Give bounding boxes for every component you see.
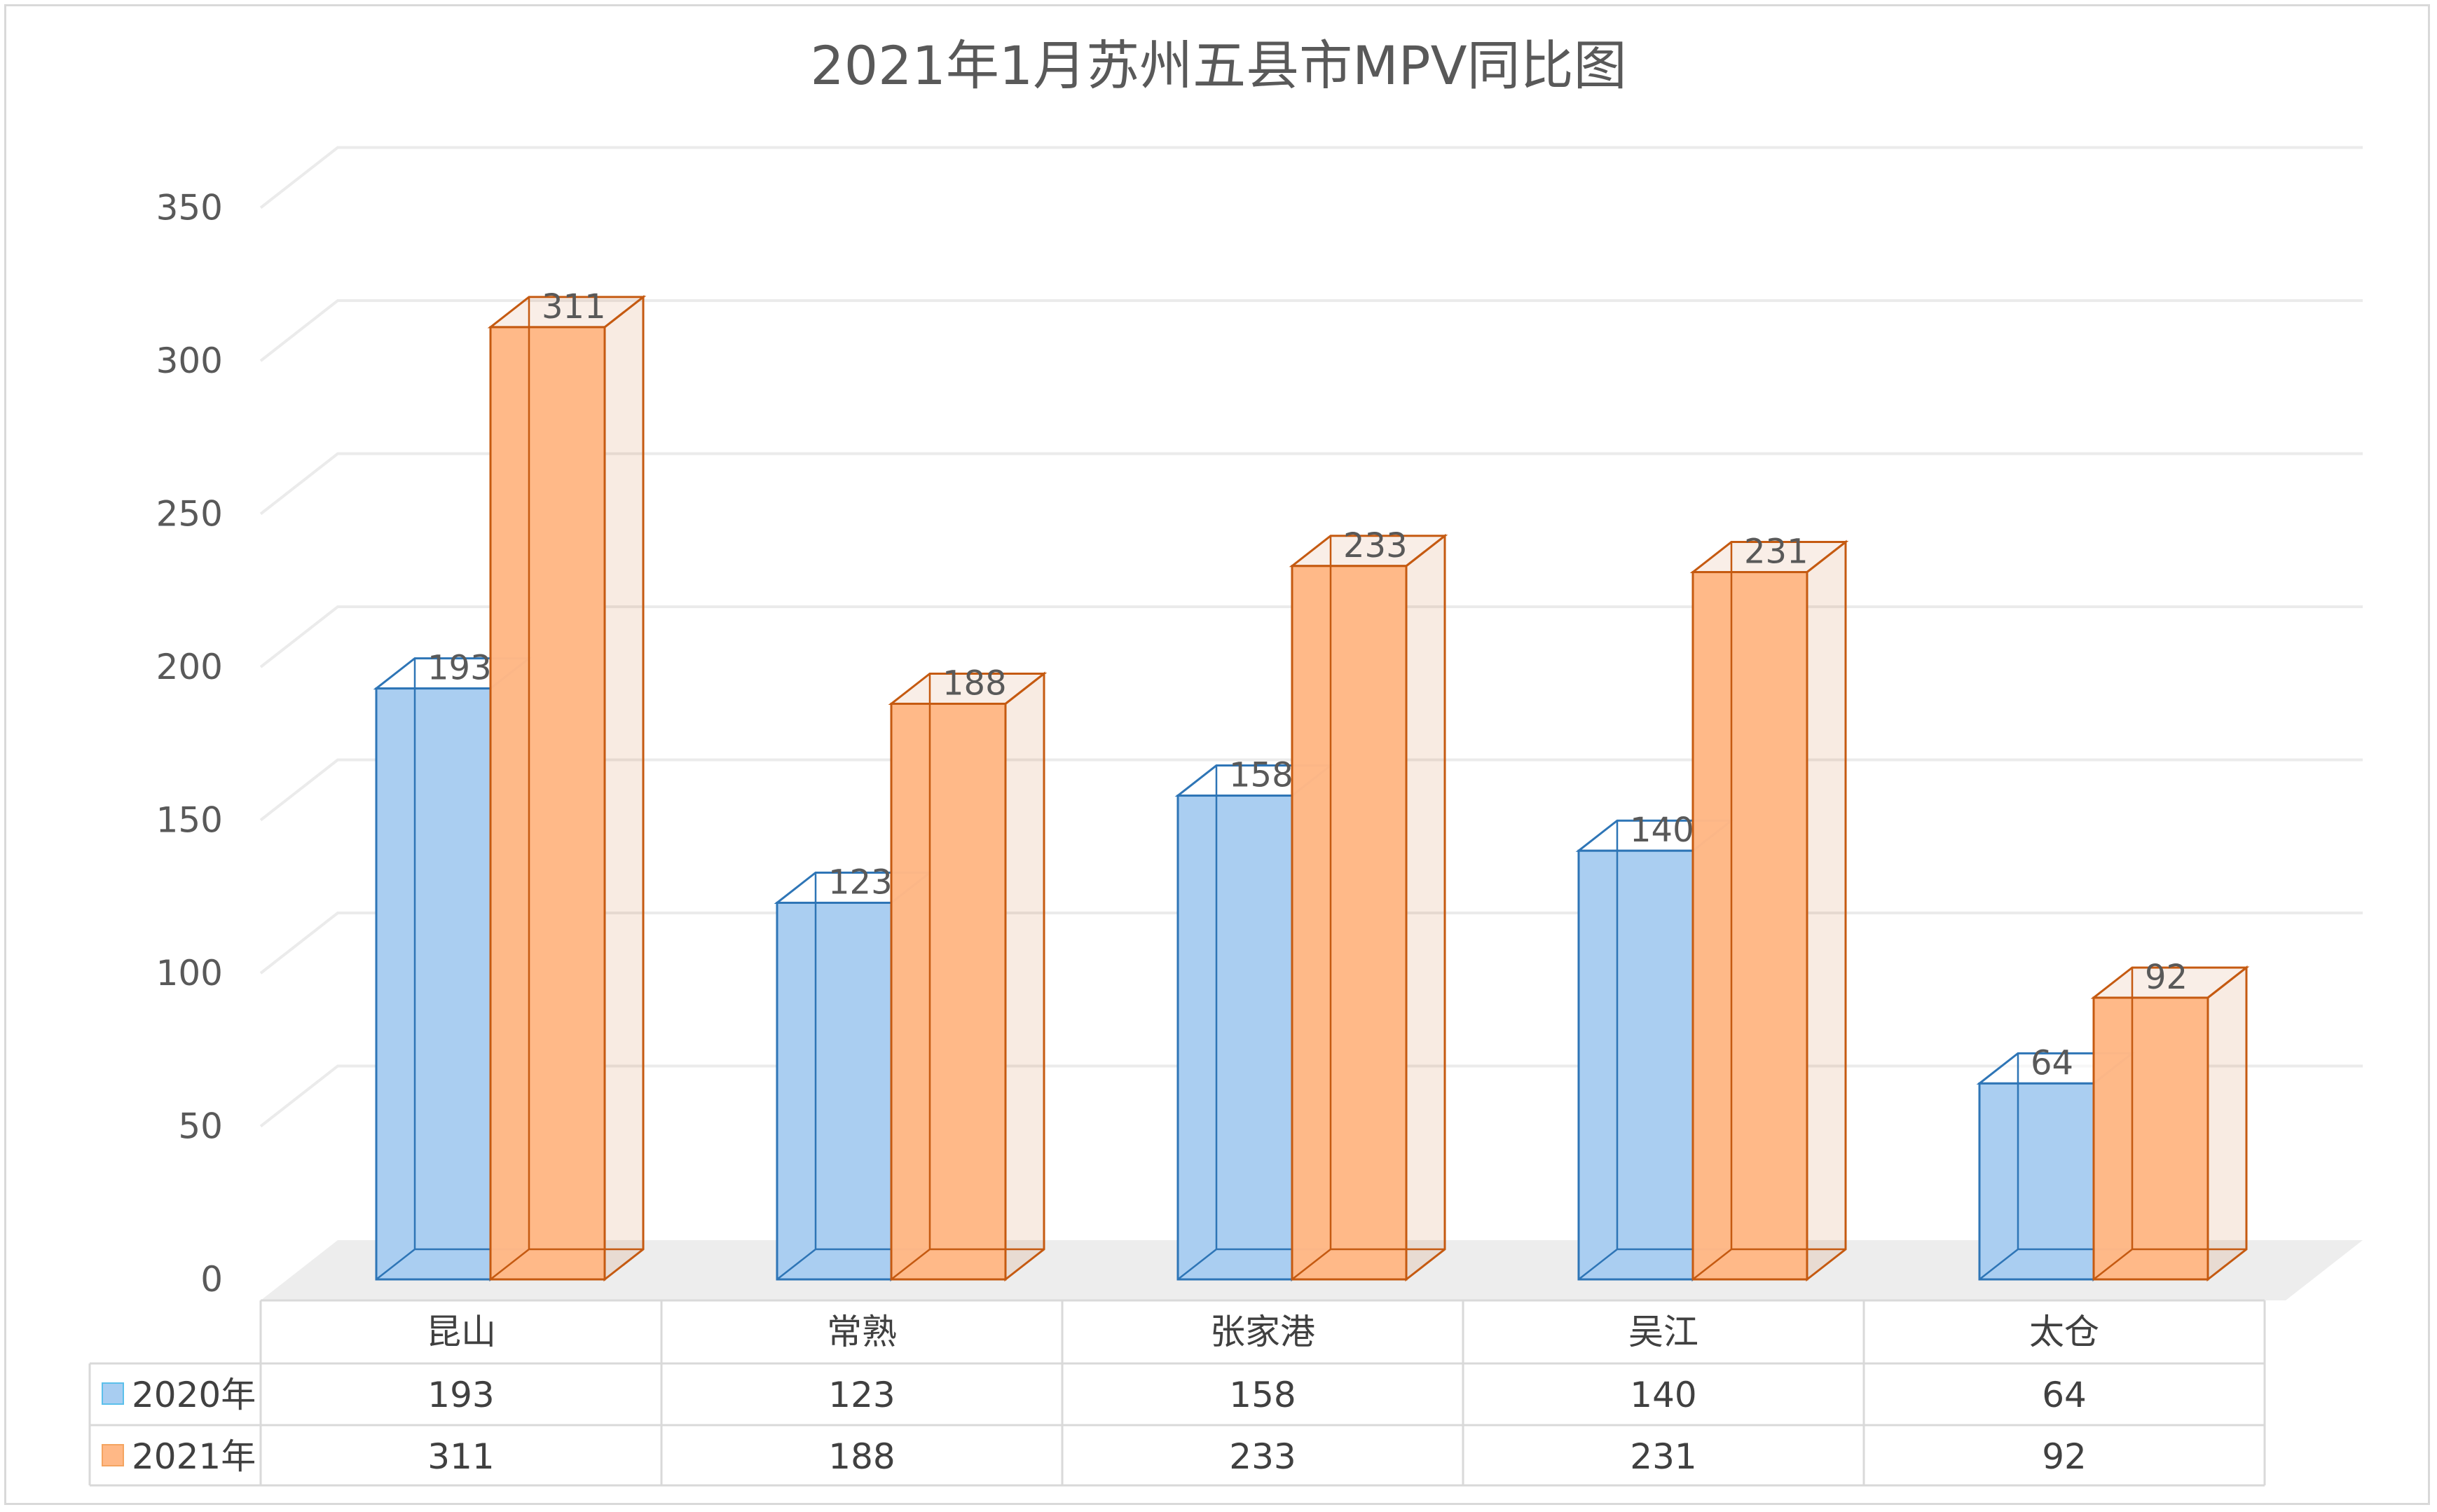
table-cell: 233 <box>1229 1436 1296 1477</box>
gridline <box>259 758 2363 822</box>
bar <box>2090 965 2250 1282</box>
y-tick-label: 150 <box>156 800 223 841</box>
data-label: 123 <box>828 862 893 902</box>
bar <box>1289 533 1448 1282</box>
bar-front <box>1291 565 1408 1281</box>
data-label: 193 <box>427 649 492 688</box>
data-label: 64 <box>2031 1043 2073 1083</box>
y-tick-label: 50 <box>178 1106 223 1147</box>
category-label: 昆山 <box>426 1312 496 1352</box>
data-label: 92 <box>2145 958 2188 997</box>
series-name: 2021年 <box>132 1436 256 1477</box>
gridline <box>259 146 2363 209</box>
data-label: 158 <box>1229 756 1293 795</box>
gridline <box>259 452 2363 516</box>
bar-front <box>489 326 606 1281</box>
category-label: 太仓 <box>2029 1312 2099 1352</box>
data-label: 311 <box>542 287 606 327</box>
bars <box>373 294 2250 1282</box>
gridline <box>259 299 2363 362</box>
chart-title: 2021年1月苏州五县市MPV同比图 <box>810 34 1626 97</box>
y-tick-label: 0 <box>200 1259 223 1300</box>
table-cell: 311 <box>427 1436 494 1477</box>
table-cell: 193 <box>427 1375 494 1415</box>
y-tick-label: 200 <box>156 647 223 687</box>
bar-front <box>1577 849 1694 1281</box>
data-table: 昆山 常熟 张家港 吴江 太仓 2020年 193 123 158 140 64 2021年 311 18… <box>88 1299 2266 1487</box>
bar <box>888 671 1048 1282</box>
bar-side <box>603 294 645 1282</box>
bar <box>1689 539 1849 1282</box>
bar-front <box>375 687 492 1281</box>
bar-side <box>1004 671 1045 1282</box>
y-axis-ticks: 0 50 100 150 200 250 300 350 <box>156 188 223 1300</box>
table-cell: 231 <box>1630 1436 1696 1477</box>
bar <box>487 294 647 1282</box>
table-cell: 140 <box>1630 1375 1696 1415</box>
bar-front <box>2092 996 2209 1281</box>
bar-front <box>1691 571 1808 1281</box>
y-tick-label: 250 <box>156 494 223 535</box>
bar-side <box>1405 533 1446 1282</box>
bar-front <box>1176 795 1293 1281</box>
data-label: 231 <box>1744 532 1808 572</box>
series-name: 2020年 <box>132 1375 256 1415</box>
table-cell: 158 <box>1229 1375 1296 1415</box>
table-cell: 64 <box>2042 1375 2087 1415</box>
bar-front <box>1978 1082 2095 1281</box>
bar-side <box>2206 965 2248 1282</box>
legend-swatch <box>102 1444 124 1466</box>
legend-swatch <box>102 1382 124 1405</box>
category-label: 张家港 <box>1210 1312 1315 1352</box>
table-cell: 92 <box>2042 1436 2087 1477</box>
table-cell: 123 <box>828 1375 895 1415</box>
category-label: 常熟 <box>827 1312 897 1352</box>
y-tick-label: 300 <box>156 341 223 381</box>
gridline <box>259 605 2363 668</box>
y-tick-label: 350 <box>156 188 223 228</box>
category-label: 吴江 <box>1628 1312 1698 1352</box>
bar-front <box>890 702 1007 1281</box>
data-label: 233 <box>1343 526 1408 565</box>
data-labels: 193 311 123 188 158 233 140 231 64 92 <box>427 287 2188 1083</box>
bar-front <box>776 901 893 1281</box>
y-tick-label: 100 <box>156 953 223 994</box>
data-label: 188 <box>942 664 1007 703</box>
table-cell: 188 <box>828 1436 895 1477</box>
bar-side <box>1806 539 1847 1282</box>
data-label: 140 <box>1630 811 1694 850</box>
